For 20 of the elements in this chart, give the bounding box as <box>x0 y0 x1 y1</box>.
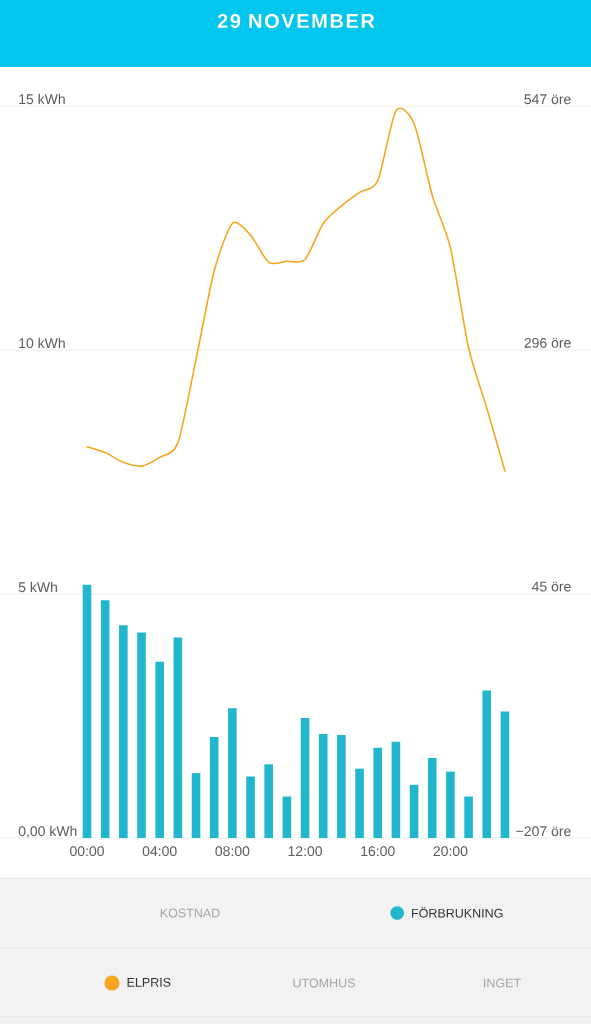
x-tick-label: 08:00 <box>215 846 250 857</box>
text: KOSTNAD <box>160 908 220 918</box>
x-tick-label: 04:00 <box>142 846 177 857</box>
legend-label: ELPRIS <box>127 977 171 987</box>
y2-tick-label: 296 öre <box>524 337 571 348</box>
y-tick-label: 10 kWh <box>19 337 65 349</box>
x-tick-label: 16:00 <box>361 846 395 857</box>
y-tick-label: 5 kWh <box>18 581 57 593</box>
text: UTOMHUS <box>293 978 355 988</box>
y-tick-label: 0,00 kWh <box>18 825 77 838</box>
x-tick-label: 20:00 <box>433 846 468 857</box>
y2-tick-label: −207 öre <box>516 826 571 837</box>
y2-tick-label: 547 öre <box>524 94 571 105</box>
chart-title: 29 NOVEMBER <box>217 13 375 29</box>
text: INGET <box>484 978 521 988</box>
x-tick-label: 00:00 <box>70 846 104 857</box>
legend-label: FÖRBRUKNING <box>412 907 503 918</box>
y-tick-label: 15 kWh <box>19 93 65 105</box>
y2-tick-label: 45 öre <box>531 581 571 592</box>
x-tick-label: 12:00 <box>288 846 323 857</box>
